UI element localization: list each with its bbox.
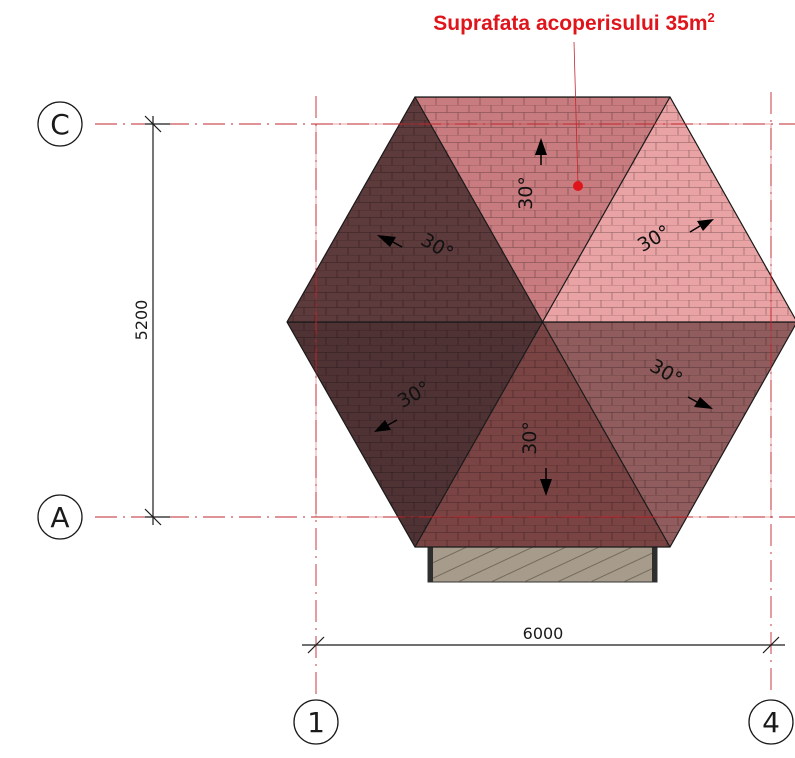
pitch-label-north: 30° [515,176,537,210]
dimension-vertical [144,115,170,526]
slope-arrows [374,138,714,496]
porch-deck [427,543,658,583]
grid-bubble-4: 4 [748,699,794,745]
dimension-vertical-value: 5200 [132,300,151,341]
wall-outline [315,123,772,518]
grid-label-c: C [50,108,70,141]
arrow-up-icon [535,138,547,155]
grid-bubble-a: A [37,494,83,540]
arrow-southeast-icon [694,397,713,409]
hexagonal-roof [286,96,795,548]
grid-label-4: 4 [762,706,780,739]
arrow-northwest-icon [377,235,396,247]
arrow-down-icon [540,479,552,496]
arrow-southwest-icon [374,420,391,432]
title-leader-line [573,41,579,187]
dimension-horizontal [302,636,785,654]
arrow-northeast-icon [697,219,714,231]
pitch-label-south: 30° [519,421,541,455]
grid-bubble-1: 1 [293,699,339,745]
grid-label-1: 1 [307,706,325,739]
dimension-horizontal-value: 6000 [523,624,564,643]
grid-label-a: A [50,501,69,534]
roof-area-title: Suprafata acoperisului 35m2 [433,10,715,35]
grid-bubble-c: C [37,101,83,147]
roof-area-title-text: Suprafata acoperisului 35m [433,12,707,35]
roof-area-title-superscript: 2 [708,10,715,25]
roof-area-marker [573,181,583,191]
